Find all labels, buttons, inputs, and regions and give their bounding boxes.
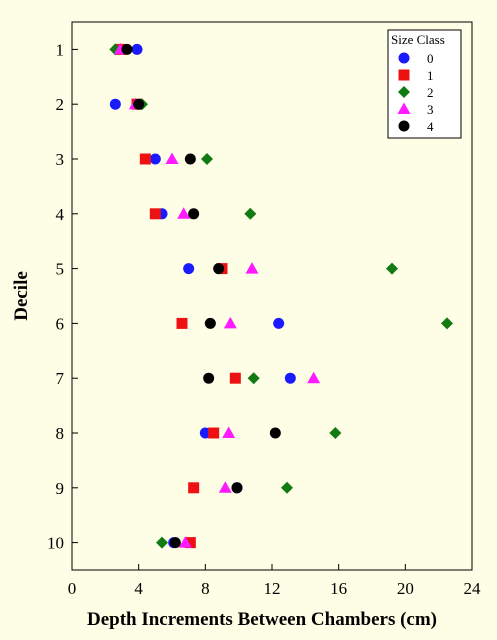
marker-size-class-0 bbox=[284, 372, 296, 384]
marker-size-class-1 bbox=[188, 482, 200, 494]
marker-size-class-2 bbox=[386, 262, 398, 275]
legend-label: 3 bbox=[427, 102, 434, 117]
marker-size-class-2 bbox=[244, 207, 257, 220]
y-tick-label: 8 bbox=[56, 424, 65, 443]
y-tick-label: 1 bbox=[56, 40, 65, 59]
marker-size-class-4 bbox=[269, 427, 281, 439]
x-tick-label: 12 bbox=[264, 579, 281, 598]
marker-size-class-4 bbox=[231, 482, 243, 494]
marker-size-class-2 bbox=[329, 427, 342, 439]
y-tick-label: 4 bbox=[56, 205, 65, 224]
marker-size-class-3 bbox=[223, 316, 237, 329]
marker-size-class-1 bbox=[176, 317, 188, 329]
x-tick-label: 0 bbox=[68, 579, 77, 598]
legend-box bbox=[387, 29, 462, 139]
marker-size-class-4 bbox=[121, 43, 133, 55]
legend-marker-3 bbox=[397, 102, 411, 114]
marker-size-class-2 bbox=[156, 536, 168, 549]
marker-size-class-4 bbox=[213, 263, 225, 275]
marker-size-class-1 bbox=[139, 153, 151, 165]
marker-size-class-0 bbox=[183, 263, 195, 275]
marker-size-class-4 bbox=[184, 153, 196, 165]
marker-size-class-1 bbox=[149, 208, 161, 220]
marker-size-class-2 bbox=[247, 372, 260, 385]
marker-size-class-3 bbox=[245, 262, 259, 274]
y-tick-label: 9 bbox=[56, 479, 65, 498]
marker-size-class-4 bbox=[203, 372, 215, 384]
legend-title: Size Class bbox=[391, 32, 445, 47]
marker-size-class-4 bbox=[133, 98, 145, 110]
marker-size-class-0 bbox=[273, 317, 285, 329]
marker-size-class-0 bbox=[109, 98, 121, 110]
marker-size-class-1 bbox=[184, 537, 196, 549]
marker-size-class-4 bbox=[169, 537, 181, 549]
y-tick-label: 3 bbox=[56, 150, 65, 169]
data-markers bbox=[109, 42, 453, 549]
legend-label: 1 bbox=[427, 68, 434, 83]
marker-size-class-2 bbox=[281, 481, 293, 494]
y-axis-title: Decile bbox=[11, 271, 32, 321]
marker-size-class-4 bbox=[204, 317, 216, 329]
x-axis-ticks: 0 4 8 12 16 20 24 bbox=[68, 564, 481, 598]
marker-size-class-0 bbox=[131, 43, 143, 55]
marker-size-class-0 bbox=[199, 427, 211, 439]
y-tick-label: 7 bbox=[56, 369, 65, 388]
marker-size-class-3 bbox=[177, 207, 191, 219]
marker-size-class-1 bbox=[208, 427, 220, 439]
legend-label: 2 bbox=[427, 85, 434, 100]
x-axis-title: Depth Increments Between Chambers (cm) bbox=[87, 609, 437, 630]
x-tick-label: 20 bbox=[397, 579, 414, 598]
x-tick-label: 16 bbox=[330, 579, 347, 598]
marker-size-class-3 bbox=[218, 481, 232, 493]
legend-label: 0 bbox=[427, 51, 434, 66]
marker-size-class-2 bbox=[441, 317, 453, 330]
legend-marker-1 bbox=[398, 69, 410, 81]
marker-size-class-4 bbox=[188, 208, 200, 220]
x-tick-label: 4 bbox=[134, 579, 143, 598]
y-tick-label: 10 bbox=[47, 534, 64, 553]
marker-size-class-1 bbox=[229, 372, 241, 384]
x-tick-label: 24 bbox=[464, 579, 482, 598]
legend-marker-2 bbox=[398, 86, 410, 98]
marker-size-class-3 bbox=[178, 536, 192, 548]
legend-label: 4 bbox=[427, 119, 434, 134]
y-axis-ticks: 1 2 3 4 5 6 7 8 9 10 bbox=[47, 40, 78, 553]
x-tick-label: 8 bbox=[201, 579, 210, 598]
y-tick-label: 2 bbox=[56, 95, 65, 114]
marker-size-class-3 bbox=[307, 371, 321, 384]
marker-size-class-3 bbox=[165, 152, 179, 164]
y-tick-label: 5 bbox=[56, 260, 65, 279]
legend-marker-0 bbox=[398, 52, 410, 64]
marker-size-class-3 bbox=[222, 426, 236, 438]
legend-marker-4 bbox=[398, 120, 410, 132]
legend: Size Class 0 1 2 3 4 bbox=[387, 29, 462, 139]
marker-size-class-0 bbox=[149, 153, 161, 165]
marker-size-class-2 bbox=[201, 153, 213, 165]
y-tick-label: 6 bbox=[56, 314, 65, 333]
